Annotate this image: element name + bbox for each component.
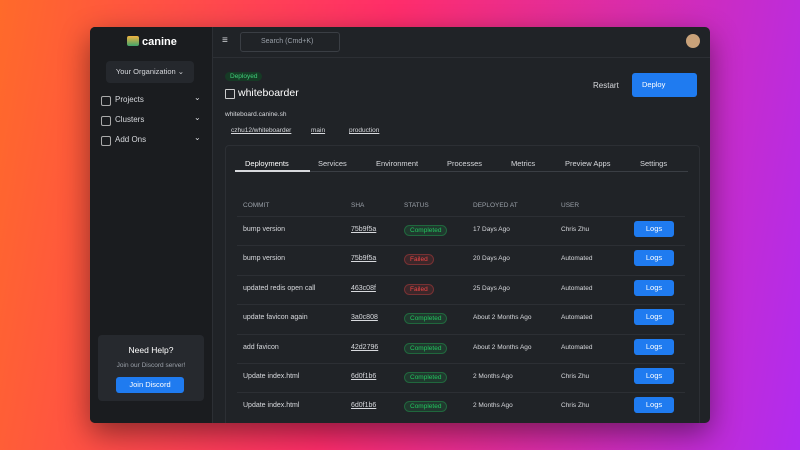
user: Automated bbox=[561, 314, 593, 322]
help-title: Need Help? bbox=[128, 345, 174, 355]
sha[interactable]: 6d0f1b6 bbox=[351, 402, 377, 410]
app-window: canine Your Organization ⌄ Need Help? Jo… bbox=[90, 27, 710, 423]
nav-icon bbox=[101, 136, 111, 146]
column-header: USER bbox=[561, 202, 580, 209]
tab[interactable]: Preview Apps bbox=[565, 159, 611, 168]
logo: canine bbox=[142, 36, 177, 48]
table-row bbox=[237, 333, 685, 364]
search-placeholder: Search (Cmd+K) bbox=[261, 38, 314, 45]
sidebar: canine Your Organization ⌄ Need Help? Jo… bbox=[90, 27, 213, 423]
logs-button[interactable]: Logs bbox=[634, 250, 674, 267]
logs-button[interactable]: Logs bbox=[634, 338, 674, 355]
user: Chris Zhu bbox=[561, 402, 590, 410]
table-row bbox=[237, 392, 685, 422]
org-name: Your Organization bbox=[115, 67, 176, 76]
logs-button[interactable]: Logs bbox=[634, 221, 674, 237]
column-header: STATUS bbox=[404, 202, 429, 209]
deploy-button[interactable]: Deploy bbox=[632, 73, 697, 97]
status: Completed bbox=[404, 342, 448, 354]
status: Completed bbox=[404, 372, 448, 383]
nav-chevron: ⌄ bbox=[194, 133, 201, 142]
project-icon bbox=[225, 89, 235, 99]
nav-item[interactable]: Clusters bbox=[115, 115, 145, 124]
nav-item[interactable]: Projects bbox=[115, 95, 144, 104]
commit: update favicon again bbox=[243, 314, 308, 322]
user: Automated bbox=[561, 255, 593, 263]
logs-button[interactable]: Logs bbox=[634, 279, 674, 296]
logs-button[interactable]: Logs bbox=[634, 368, 674, 384]
table-row bbox=[237, 274, 685, 305]
status: Completed bbox=[404, 225, 448, 236]
status: Failed bbox=[404, 254, 434, 266]
user: Automated bbox=[561, 284, 593, 292]
table-row bbox=[237, 216, 685, 246]
sha[interactable]: 75b9f5a bbox=[351, 255, 377, 263]
topbar: ≡ Search (Cmd+K) bbox=[212, 27, 710, 58]
user: Automated bbox=[561, 343, 593, 351]
status: Completed bbox=[404, 401, 448, 413]
deployed-at: About 2 Months Ago bbox=[473, 343, 532, 351]
commit: updated redis open call bbox=[243, 284, 316, 292]
status: Failed bbox=[404, 283, 434, 295]
tab[interactable]: Metrics bbox=[511, 159, 536, 168]
deployed-at: 2 Months Ago bbox=[473, 373, 513, 380]
discord-button[interactable]: Join Discord bbox=[116, 377, 184, 393]
table-row bbox=[237, 304, 685, 334]
commit: Update index.html bbox=[243, 402, 300, 410]
active-tab-underline bbox=[235, 170, 310, 172]
column-header: SHA bbox=[351, 202, 365, 209]
deployed-at: 17 Days Ago bbox=[473, 226, 510, 233]
deploy-label: Deploy bbox=[642, 80, 666, 89]
search-box[interactable]: Search (Cmd+K) bbox=[240, 32, 340, 52]
commit: add favicon bbox=[243, 343, 279, 351]
tab[interactable]: Services bbox=[318, 159, 347, 168]
deployed-at: About 2 Months Ago bbox=[473, 314, 532, 322]
project-name: whiteboarder bbox=[238, 87, 299, 99]
logs-button[interactable]: Logs bbox=[634, 397, 674, 414]
column-header: COMMIT bbox=[243, 202, 270, 209]
tab[interactable]: Environment bbox=[376, 159, 419, 168]
table-row bbox=[237, 245, 685, 275]
status-badge: Deployed bbox=[225, 72, 263, 81]
logs-button[interactable]: Logs bbox=[634, 309, 674, 326]
tab[interactable]: Deployments bbox=[245, 159, 289, 168]
sha[interactable]: 6d0f1b6 bbox=[351, 373, 377, 380]
sha[interactable]: 463c08f bbox=[351, 284, 376, 292]
nav-icon bbox=[101, 116, 111, 126]
logo-icon bbox=[127, 36, 139, 46]
sha[interactable]: 42d2796 bbox=[351, 343, 379, 351]
menu-icon[interactable]: ≡ bbox=[222, 35, 228, 46]
environment-link[interactable]: production bbox=[349, 127, 380, 134]
avatar[interactable] bbox=[686, 34, 700, 48]
panel bbox=[225, 145, 700, 423]
org-select[interactable]: Your Organization ⌄ bbox=[106, 61, 194, 83]
deployed-at: 20 Days Ago bbox=[473, 255, 510, 263]
restart-button[interactable]: Restart bbox=[593, 81, 619, 90]
nav-item[interactable]: Add Ons bbox=[115, 135, 147, 144]
deployed-at: 2 Months Ago bbox=[473, 402, 513, 410]
sha[interactable]: 75b9f5a bbox=[351, 226, 377, 233]
nav-icon bbox=[101, 96, 111, 106]
tab[interactable]: Processes bbox=[447, 159, 483, 168]
user: Chris Zhu bbox=[561, 373, 590, 380]
sha[interactable]: 3a0c808 bbox=[351, 314, 378, 322]
deployed-at: 25 Days Ago bbox=[473, 284, 510, 292]
help-box: Need Help? Join our Discord server! Join… bbox=[98, 335, 204, 401]
column-header: DEPLOYED AT bbox=[473, 202, 518, 209]
tab-divider bbox=[235, 171, 688, 172]
nav-chevron: ⌄ bbox=[194, 113, 201, 122]
project-url[interactable]: whiteboard.canine.sh bbox=[225, 111, 287, 118]
help-text: Join our Discord server! bbox=[116, 362, 186, 369]
commit: bump version bbox=[243, 255, 286, 263]
user: Chris Zhu bbox=[561, 226, 590, 233]
commit: bump version bbox=[243, 226, 286, 233]
commit: Update index.html bbox=[243, 373, 300, 380]
branch-link[interactable]: main bbox=[311, 127, 326, 134]
tab[interactable]: Settings bbox=[640, 159, 668, 168]
status: Completed bbox=[404, 313, 448, 325]
repo-link[interactable]: czhu12/whiteboarder bbox=[231, 127, 292, 134]
nav-chevron: ⌄ bbox=[194, 93, 201, 102]
table-row bbox=[237, 363, 685, 393]
